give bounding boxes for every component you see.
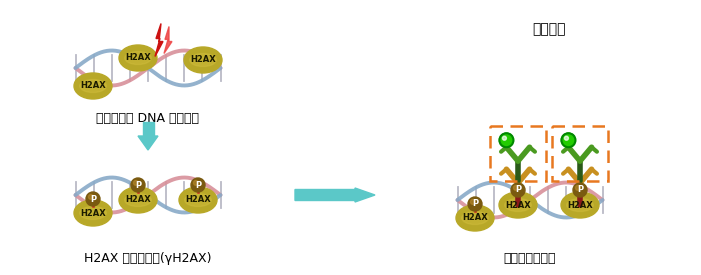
Circle shape [503,136,506,140]
Ellipse shape [462,211,489,224]
Text: H2AX: H2AX [80,208,106,218]
Text: H2AX: H2AX [80,81,106,90]
Polygon shape [142,122,154,136]
Text: P: P [515,186,521,194]
Ellipse shape [119,45,157,71]
Circle shape [499,133,513,147]
Text: H2AX: H2AX [185,196,211,205]
Ellipse shape [125,51,151,65]
Text: H2AX: H2AX [462,213,488,222]
Circle shape [193,180,198,185]
Polygon shape [155,23,163,56]
Circle shape [576,185,580,190]
Text: P: P [195,180,201,189]
Text: P: P [90,194,96,204]
Circle shape [88,194,93,199]
Ellipse shape [125,194,151,207]
Ellipse shape [80,79,107,92]
Polygon shape [295,188,375,202]
Ellipse shape [561,192,599,218]
Text: 蛍光検出: 蛍光検出 [532,22,566,36]
Ellipse shape [505,199,531,211]
Text: 刺激による DNA ダメージ: 刺激による DNA ダメージ [97,112,200,125]
Ellipse shape [190,54,217,67]
Circle shape [513,185,518,190]
Text: H2AX: H2AX [567,200,593,210]
Text: 本キットで検出: 本キットで検出 [504,252,557,265]
Ellipse shape [74,200,112,226]
Text: P: P [135,180,141,189]
Text: P: P [472,199,478,208]
Ellipse shape [499,192,537,218]
Ellipse shape [566,199,593,211]
Polygon shape [138,136,158,150]
Circle shape [133,180,138,185]
Circle shape [573,183,587,197]
Circle shape [468,197,482,211]
Text: H2AX: H2AX [505,200,531,210]
Circle shape [562,133,576,147]
Circle shape [511,183,525,197]
Text: H2AX: H2AX [125,54,151,62]
Circle shape [191,178,205,192]
Circle shape [564,136,569,140]
Ellipse shape [179,187,217,213]
Circle shape [470,199,475,204]
Text: H2AX: H2AX [190,56,216,65]
Text: P: P [577,186,583,194]
Circle shape [131,178,145,192]
Ellipse shape [184,47,222,73]
Ellipse shape [80,207,107,219]
Polygon shape [164,26,172,54]
Ellipse shape [119,187,157,213]
Text: H2AX のリン酸化(γH2AX): H2AX のリン酸化(γH2AX) [84,252,212,265]
Text: H2AX: H2AX [125,196,151,205]
Circle shape [86,192,100,206]
Ellipse shape [456,205,494,231]
Ellipse shape [74,73,112,99]
Ellipse shape [184,194,211,207]
